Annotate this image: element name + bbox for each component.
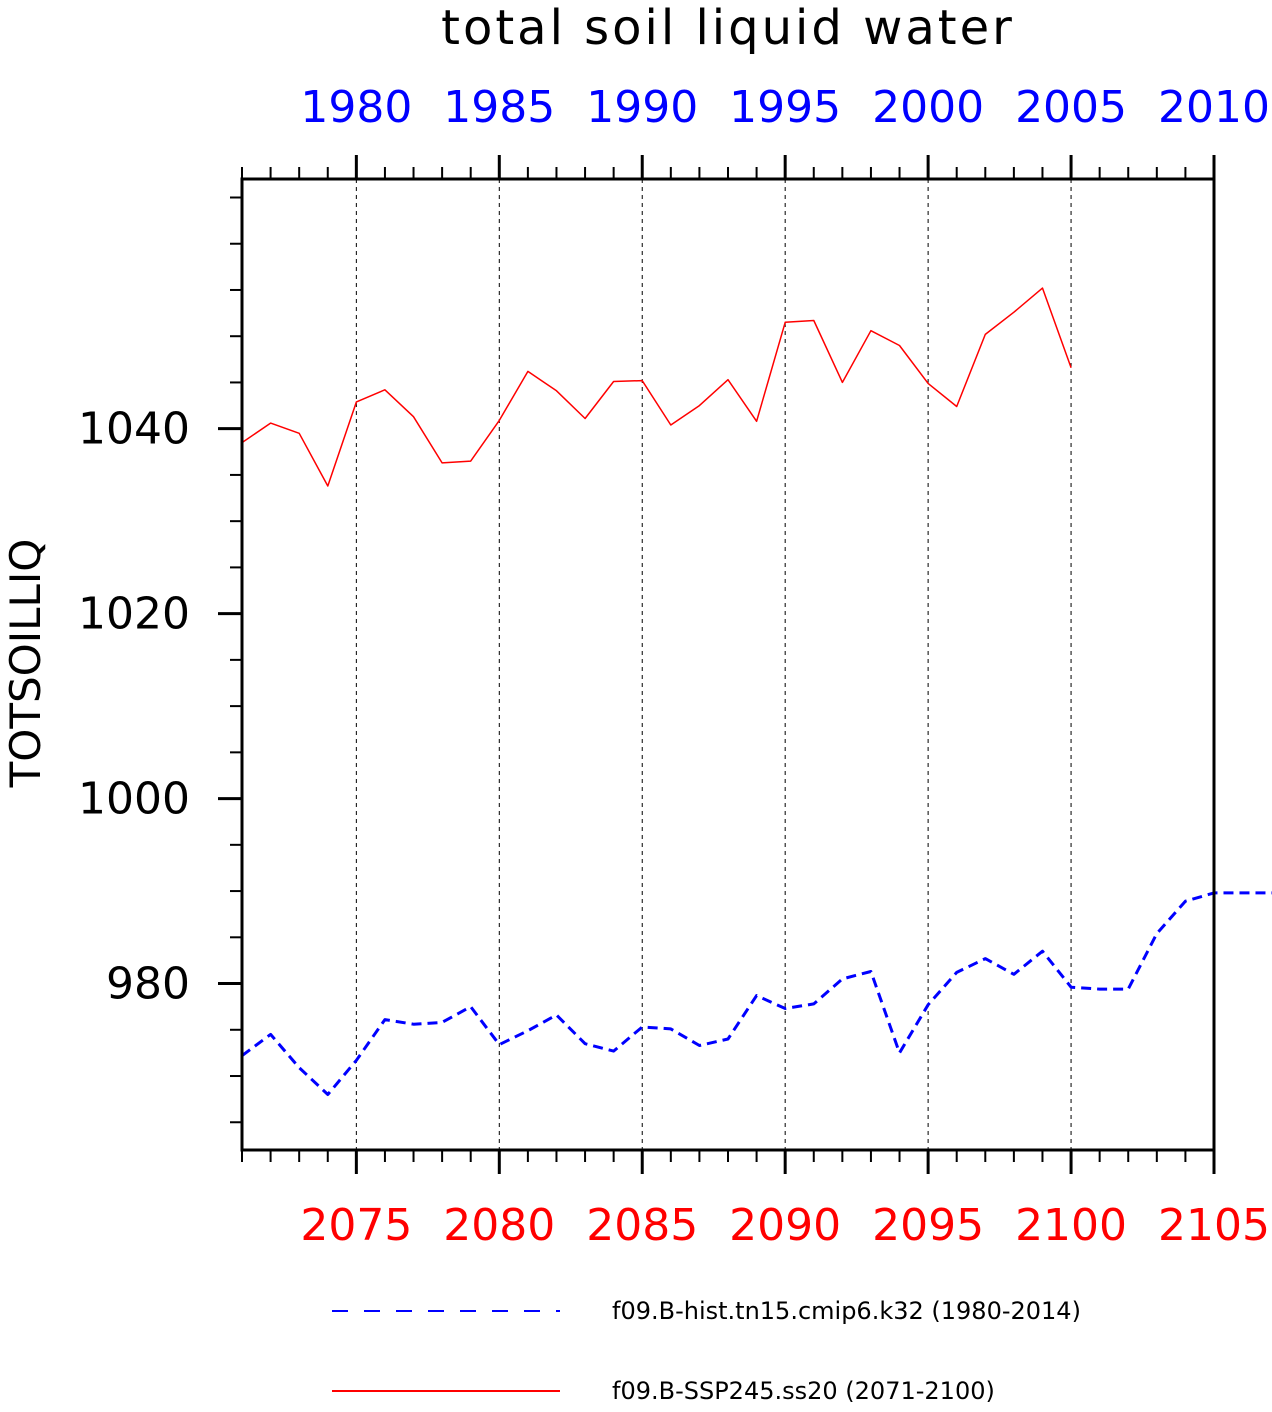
legend-label: f09.B-SSP245.ss20 (2071-2100) [612,1377,995,1405]
grid-layer [355,179,1072,1150]
series-line [241,287,1072,487]
x-tick-label: 2100 [1015,1200,1127,1251]
legend: f09.B-hist.tn15.cmip6.k32 (1980-2014) f09… [332,1297,1081,1405]
plot-frame [240,177,1216,1152]
series-layer [241,287,1272,1096]
chart-title: total soil liquid water [441,0,1015,56]
x-tick-label: 2095 [872,1200,984,1251]
x-tick-label: 2090 [729,1200,841,1251]
series-line [241,891,1272,1096]
y-tick-label: 1000 [78,774,190,825]
axes-layer: 2075 2080 2085 2090 2095 2100 2105 1980 1985 1990… [78,82,1270,1251]
top-tick-label: 2005 [1015,82,1127,133]
x-tick-label: 2105 [1158,1200,1270,1251]
y-tick-label: 980 [106,959,190,1010]
x-tick-label: 2075 [300,1200,412,1251]
top-tick-label: 1990 [586,82,698,133]
top-tick-label: 2000 [872,82,984,133]
x-tick-label: 2080 [443,1200,555,1251]
top-tick-label: 1980 [300,82,412,133]
x-tick-label: 2085 [586,1200,698,1251]
y-tick-label: 1040 [78,404,190,455]
legend-label: f09.B-hist.tn15.cmip6.k32 (1980-2014) [612,1297,1081,1325]
y-tick-label: 1020 [78,589,190,640]
top-tick-label: 2010 [1158,82,1270,133]
y-axis-label: TOTSOILLIQ [1,539,50,789]
top-tick-label: 1985 [443,82,555,133]
top-tick-label: 1995 [729,82,841,133]
